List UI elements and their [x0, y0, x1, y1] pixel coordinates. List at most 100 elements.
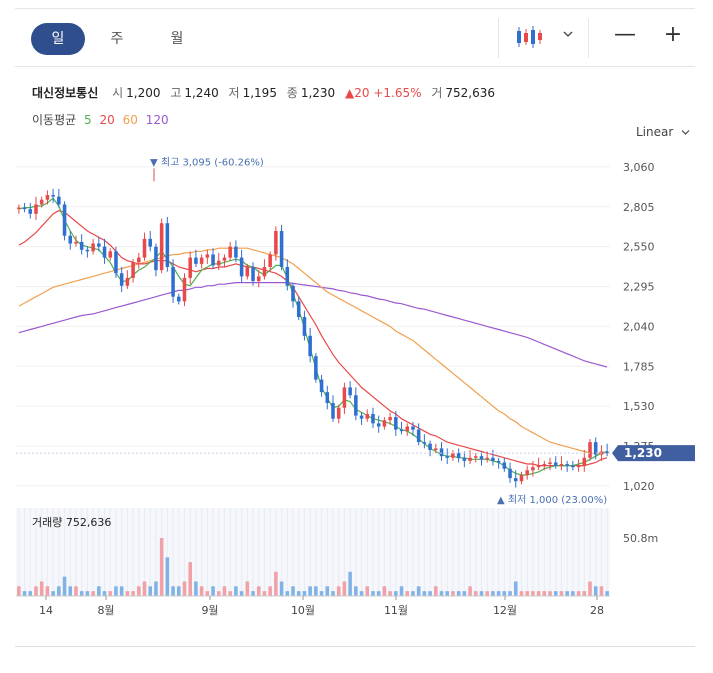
candle-body — [74, 241, 78, 244]
candle-body — [582, 457, 587, 466]
candle-body — [576, 465, 581, 468]
candle-body — [331, 403, 335, 419]
candlestick-icon[interactable] — [514, 24, 544, 50]
volume-bar — [216, 591, 221, 596]
scale-mode-select[interactable]: Linear — [636, 125, 690, 139]
candle-body — [456, 453, 461, 458]
volume-bar — [171, 586, 175, 596]
candle-body — [102, 246, 107, 258]
volume-bar — [599, 586, 604, 596]
volume-bar — [34, 586, 38, 596]
tab-day[interactable]: 일 — [31, 23, 85, 55]
candle-body — [17, 207, 21, 210]
volume-bar — [256, 586, 261, 596]
chevron-down-icon[interactable] — [563, 30, 573, 38]
candle-body — [496, 460, 501, 463]
high-value: 1,240 — [184, 86, 219, 100]
volume-bar — [182, 581, 187, 596]
candle-body — [205, 254, 210, 258]
candle-body — [485, 457, 489, 460]
volume-bar — [314, 586, 318, 596]
ma20-line — [18, 210, 608, 467]
volume-bar — [576, 591, 581, 596]
candle-body — [388, 417, 392, 421]
open-value: 1,200 — [126, 86, 161, 100]
candle-body — [279, 231, 284, 267]
stock-name: 대신정보통신 — [32, 86, 99, 100]
tab-month[interactable]: 월 — [170, 31, 184, 47]
volume-bar — [262, 591, 267, 596]
volume-bar — [268, 586, 272, 596]
candle-body — [148, 238, 152, 247]
change-value: ▲20 — [345, 86, 370, 100]
volume-value: 752,636 — [445, 86, 496, 100]
candle-body — [462, 457, 467, 461]
ma-120-label[interactable]: 120 — [145, 113, 169, 127]
tab-week[interactable]: 주 — [110, 31, 124, 47]
candle-body — [51, 195, 55, 197]
candle-body — [302, 317, 307, 336]
candle-body — [239, 257, 244, 277]
ma-5-label[interactable]: 5 — [84, 113, 92, 127]
candle-body — [142, 238, 147, 258]
volume-bar — [102, 591, 107, 596]
zoom-out-button[interactable]: — — [614, 22, 636, 47]
candle-body — [399, 429, 404, 432]
ma-20-label[interactable]: 20 — [99, 113, 115, 127]
candle-body — [68, 235, 73, 244]
volume-bar — [559, 591, 564, 596]
volume-bar — [451, 591, 455, 596]
volume-bar — [296, 591, 301, 596]
volume-bar — [519, 591, 524, 596]
x-tick-label: 12월 — [493, 604, 517, 617]
volume-bar — [365, 586, 370, 596]
top-divider — [15, 8, 695, 9]
current-price-tag — [612, 445, 695, 462]
volume-bar — [325, 586, 330, 596]
candle-body — [79, 241, 84, 250]
candle-body — [194, 257, 198, 264]
high-label: 고 — [170, 86, 182, 100]
toolbar-divider — [498, 18, 499, 58]
volume-panel-bg — [16, 508, 610, 596]
candle-body — [137, 257, 141, 263]
candle-body — [216, 260, 221, 266]
candle-body — [108, 251, 113, 258]
volume-bar — [399, 586, 404, 596]
volume-bar — [239, 591, 244, 596]
volume-bar — [251, 591, 255, 596]
candle-body — [314, 356, 318, 380]
volume-bar — [485, 591, 489, 596]
candle-body — [188, 257, 192, 278]
zoom-in-button[interactable]: + — [663, 22, 683, 47]
volume-bar — [291, 586, 295, 596]
candle-body — [428, 443, 432, 450]
candle-body — [502, 462, 507, 469]
volume-bar — [28, 591, 33, 596]
volume-bar — [39, 581, 44, 596]
volume-bar — [205, 591, 210, 596]
candle-body — [559, 464, 564, 466]
ma-60-label[interactable]: 60 — [122, 113, 138, 127]
candle-body — [159, 223, 164, 271]
candle-body — [405, 426, 410, 432]
candle-body — [39, 199, 44, 205]
candle-body — [525, 470, 529, 475]
volume-bar — [508, 591, 512, 596]
open-label: 시 — [112, 86, 124, 100]
ma-legend-label: 이동평균 — [32, 113, 77, 127]
volume-bar — [491, 591, 495, 596]
volume-bar — [571, 591, 575, 596]
change-percent: +1.65% — [373, 86, 422, 100]
volume-bar — [531, 591, 535, 596]
x-tick-label: 28 — [590, 604, 604, 617]
volume-bar — [371, 591, 375, 596]
candle-body — [451, 453, 455, 458]
volume-bar — [479, 591, 484, 596]
volume-bar — [228, 591, 232, 596]
y-tick-label: 1,530 — [623, 400, 655, 413]
candle-body — [371, 413, 375, 424]
candle-body — [274, 231, 278, 255]
volume-bar — [68, 586, 73, 596]
